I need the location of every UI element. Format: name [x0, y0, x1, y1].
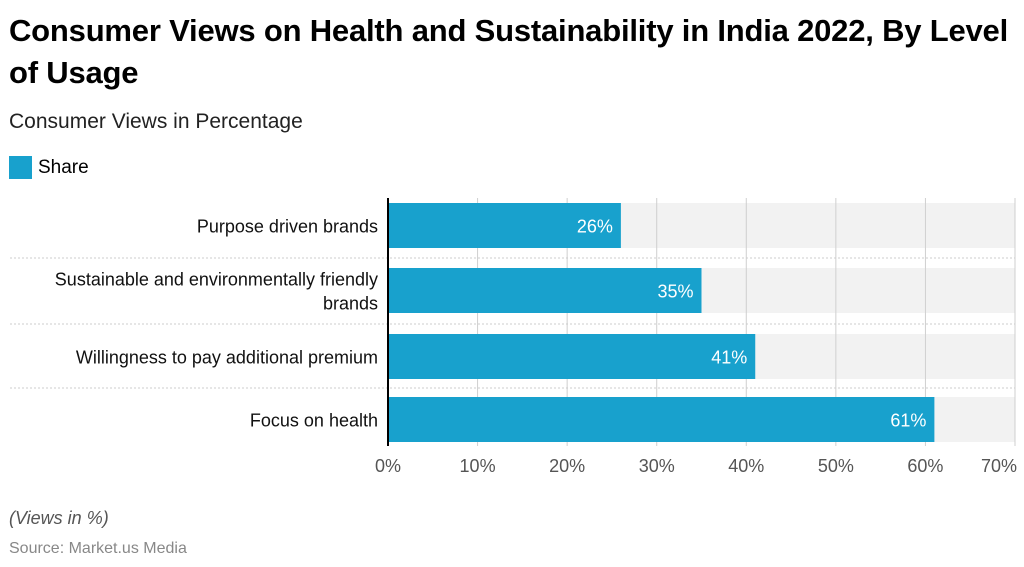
x-tick-label: 20%: [549, 456, 585, 476]
legend: Share: [9, 156, 89, 179]
category-label: brands: [323, 294, 378, 314]
x-tick-label: 10%: [460, 456, 496, 476]
x-tick-label: 40%: [728, 456, 764, 476]
bar: [388, 203, 621, 248]
legend-swatch: [9, 156, 32, 179]
chart-title: Consumer Views on Health and Sustainabil…: [9, 13, 1008, 90]
category-label: Sustainable and environmentally friendly: [55, 270, 378, 290]
data-label: 26%: [577, 217, 613, 237]
bar: [388, 334, 756, 379]
x-tick-label: 60%: [907, 456, 943, 476]
category-label: Purpose driven brands: [197, 217, 378, 237]
x-tick-label: 70%: [981, 456, 1017, 476]
note: (Views in %): [9, 508, 109, 528]
legend-label: Share: [38, 156, 89, 178]
bar: [388, 397, 935, 442]
category-label: Willingness to pay additional premium: [76, 348, 378, 368]
x-tick-label: 30%: [639, 456, 675, 476]
data-label: 61%: [890, 411, 926, 431]
bar: [388, 268, 702, 313]
category-label: Focus on health: [250, 411, 378, 431]
x-tick-label: 0%: [375, 456, 401, 476]
x-tick-label: 50%: [818, 456, 854, 476]
data-label: 41%: [711, 348, 747, 368]
source: Source: Market.us Media: [9, 540, 187, 557]
data-label: 35%: [657, 282, 693, 302]
chart-subtitle: Consumer Views in Percentage: [9, 110, 303, 133]
